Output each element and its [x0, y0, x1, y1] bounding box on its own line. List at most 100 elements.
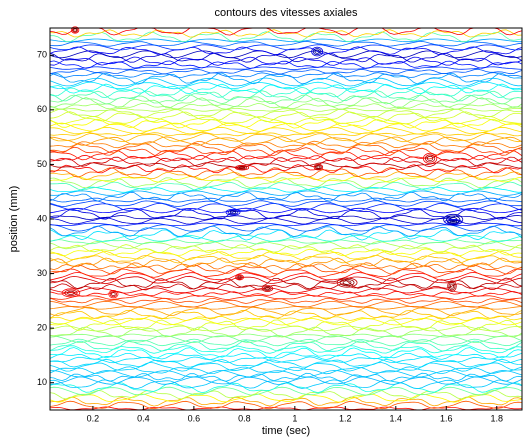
contour-line: [49, 68, 523, 75]
contour-loop: [234, 164, 250, 171]
contour-loop: [427, 155, 434, 161]
contour-field: [49, 26, 523, 411]
contour-line: [49, 386, 523, 396]
contour-line: [49, 126, 523, 135]
contour-line: [49, 142, 523, 154]
contour-line: [49, 156, 523, 168]
contour-line: [49, 164, 523, 174]
contour-line: [49, 317, 523, 326]
contour-loop: [311, 46, 324, 57]
contour-line: [49, 190, 523, 196]
contour-line: [49, 229, 523, 241]
contour-line: [49, 370, 523, 378]
contour-line: [49, 111, 523, 123]
contour-line: [49, 224, 523, 232]
contour-line: [49, 389, 523, 400]
contour-loop: [449, 283, 455, 289]
contour-line: [49, 208, 523, 220]
contour-line: [49, 217, 523, 225]
contour-line: [49, 257, 523, 268]
contour-loop: [447, 280, 457, 292]
contour-line: [49, 29, 523, 38]
contour-line: [49, 66, 523, 70]
x-tick-label: 1.6: [440, 413, 453, 423]
contour-line: [49, 202, 523, 212]
contour-loop: [109, 291, 118, 298]
contour-loop: [229, 210, 237, 214]
y-tick-label: 50: [37, 159, 47, 169]
contour-loop: [238, 166, 246, 170]
contour-line: [49, 108, 523, 118]
contour-loop: [264, 286, 270, 291]
contour-line: [49, 131, 523, 137]
contour-line: [49, 379, 523, 390]
contour-line: [49, 207, 523, 214]
contour-loop: [61, 288, 81, 298]
contour-line: [49, 177, 523, 189]
contour-line: [49, 136, 523, 146]
contour-line: [49, 264, 523, 275]
contour-line: [49, 361, 523, 372]
contour-loop: [64, 289, 78, 297]
contour-line: [49, 191, 523, 202]
contour-line: [49, 287, 523, 294]
contour-loop: [424, 154, 436, 163]
contour-line: [49, 167, 523, 178]
contour-line: [49, 262, 523, 271]
contour-line: [49, 366, 523, 375]
contour-loop: [446, 219, 460, 225]
contour-line: [49, 140, 523, 149]
contour-line: [49, 356, 523, 364]
contour-loop: [111, 292, 116, 297]
contour-loop: [316, 165, 321, 169]
contour-loop: [449, 220, 458, 224]
contour-loop: [66, 290, 75, 295]
contour-loop: [448, 281, 456, 291]
contour-line: [49, 197, 523, 203]
contour-line: [49, 406, 523, 411]
contour-line: [49, 200, 522, 207]
x-tick-label: 0.6: [188, 413, 201, 423]
contour-line: [49, 290, 523, 297]
x-axis-label: time (sec): [262, 425, 310, 437]
contour-loop: [342, 280, 352, 285]
contour-line: [49, 56, 523, 66]
y-tick-label: 70: [37, 50, 47, 60]
contour-loop: [263, 286, 272, 292]
x-tick-label: 1.4: [390, 413, 403, 423]
contour-line: [49, 97, 523, 109]
contour-line: [49, 83, 523, 95]
contour-loop: [73, 28, 77, 32]
contour-loop: [313, 163, 324, 171]
contour-line: [49, 175, 523, 183]
contour-line: [49, 352, 523, 361]
contour-line: [49, 52, 523, 63]
contour-line: [49, 186, 523, 193]
contour-line: [49, 250, 523, 261]
contour-loop: [236, 165, 248, 170]
contour-line: [49, 162, 523, 169]
contour-line: [49, 225, 523, 238]
contour-loop: [70, 26, 80, 34]
y-tick-label: 40: [37, 213, 47, 223]
contour-line: [49, 244, 523, 254]
contour-line: [49, 60, 523, 69]
contour-line: [49, 222, 523, 227]
contour-line: [49, 81, 523, 90]
contour-loop: [443, 213, 464, 226]
contour-line: [49, 40, 523, 47]
contour-line: [49, 118, 523, 129]
x-tick-label: 1.8: [491, 413, 504, 423]
contour-line: [50, 31, 523, 43]
contour-loop: [315, 164, 322, 170]
contour-loop: [336, 277, 358, 288]
contour-line: [49, 38, 522, 43]
contour-loop: [225, 208, 241, 216]
y-tick-label: 10: [37, 377, 47, 387]
y-tick-label: 30: [37, 268, 47, 278]
contour-line: [49, 271, 523, 281]
contour-line: [49, 334, 523, 344]
contour-line: [49, 294, 523, 301]
y-tick-label: 20: [37, 323, 47, 333]
contour-line: [49, 400, 523, 410]
